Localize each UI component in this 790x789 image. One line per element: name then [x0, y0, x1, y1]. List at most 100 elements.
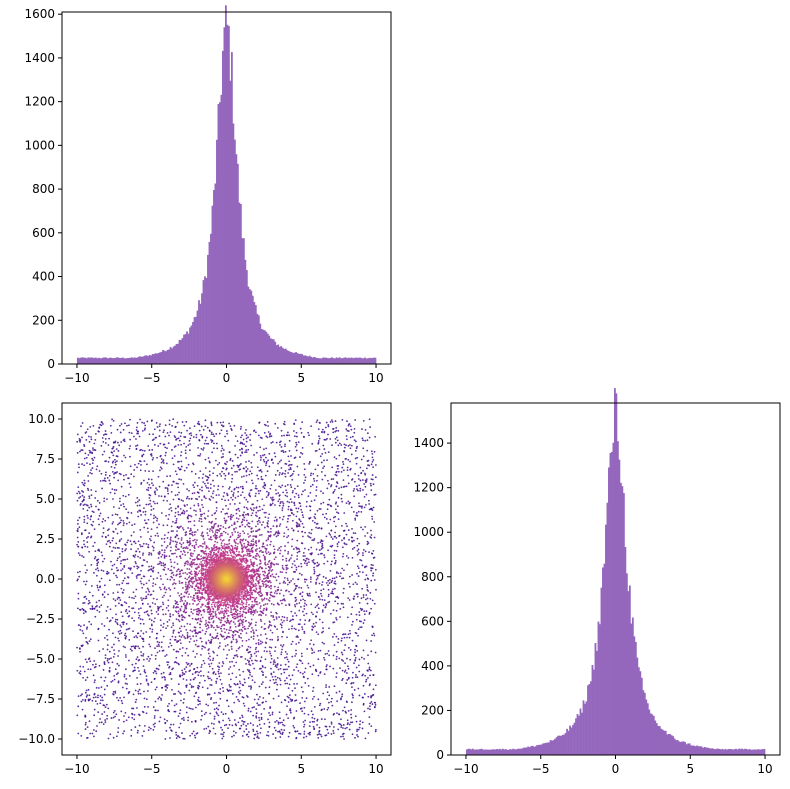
- scatter-point: [167, 531, 170, 534]
- scatter-point: [106, 540, 109, 543]
- scatter-point: [253, 667, 256, 670]
- top-histogram-bar: [187, 333, 190, 364]
- top-histogram-y-tick-label: 1200: [24, 95, 55, 109]
- scatter-point: [351, 639, 354, 642]
- scatter-point: [207, 671, 210, 674]
- scatter-point: [189, 629, 192, 632]
- scatter-point: [366, 669, 369, 672]
- scatter-point: [82, 491, 85, 493]
- top-histogram-bar: [223, 27, 226, 365]
- top-histogram-bar: [145, 355, 148, 364]
- top-histogram-bar: [320, 358, 323, 364]
- scatter-point: [370, 450, 373, 453]
- scatter-point: [351, 693, 354, 696]
- scatter-point: [220, 627, 222, 630]
- scatter-point: [245, 513, 247, 516]
- scatter-point: [219, 697, 222, 700]
- scatter-point: [134, 601, 137, 604]
- scatter-point: [284, 663, 287, 666]
- scatter-point: [233, 682, 236, 685]
- scatter-point: [265, 549, 267, 551]
- scatter-point: [212, 626, 215, 629]
- scatter-point: [143, 559, 146, 562]
- top-histogram-bar: [311, 357, 314, 364]
- scatter-point: [282, 502, 285, 505]
- scatter-point: [248, 685, 250, 688]
- scatter-point: [310, 639, 313, 642]
- scatter-point: [251, 482, 254, 485]
- scatter-point: [269, 504, 272, 507]
- scatter-point: [98, 514, 101, 517]
- scatter-point: [228, 689, 231, 692]
- scatter-point: [215, 682, 218, 684]
- scatter-point: [88, 495, 91, 498]
- scatter-point: [138, 688, 141, 691]
- scatter-point: [193, 547, 196, 550]
- scatter-point: [233, 503, 236, 505]
- scatter-point: [294, 600, 297, 602]
- scatter-point: [277, 722, 280, 725]
- scatter-point: [241, 735, 244, 737]
- scatter-point: [112, 736, 115, 739]
- scatter-point: [207, 487, 210, 489]
- scatter-point: [333, 644, 336, 647]
- scatter-point: [264, 547, 267, 550]
- top-histogram-bar: [271, 339, 274, 364]
- scatter-point: [203, 496, 206, 499]
- scatter-point: [297, 565, 300, 568]
- scatter-point: [246, 468, 249, 470]
- scatter-point: [174, 515, 177, 518]
- scatter-point: [277, 575, 280, 578]
- scatter-point: [323, 431, 326, 434]
- scatter-point: [202, 506, 204, 509]
- scatter-point: [87, 668, 90, 671]
- scatter-point: [296, 548, 298, 550]
- top-histogram-bar: [195, 316, 197, 364]
- scatter-point: [116, 696, 118, 699]
- scatter-point: [291, 625, 294, 628]
- scatter-point: [310, 532, 312, 535]
- scatter-point: [77, 597, 80, 600]
- scatter-point: [223, 491, 226, 494]
- top-histogram-bar: [359, 357, 362, 364]
- scatter-point: [276, 662, 279, 665]
- scatter-point: [303, 468, 306, 471]
- scatter-point: [231, 473, 234, 476]
- scatter-point: [303, 562, 306, 565]
- scatter-point: [76, 607, 79, 610]
- scatter-point: [284, 604, 287, 607]
- scatter-point: [348, 444, 351, 446]
- top-histogram-bar: [183, 334, 185, 364]
- scatter-point: [131, 607, 134, 610]
- scatter-point: [127, 576, 130, 579]
- scatter-point: [197, 674, 200, 677]
- scatter-point: [356, 734, 358, 736]
- top-histogram-bar: [160, 351, 163, 364]
- scatter-point: [166, 684, 169, 687]
- scatter-point: [216, 654, 219, 657]
- scatter-point: [301, 514, 304, 516]
- scatter-point: [307, 662, 310, 665]
- scatter-point: [278, 504, 281, 507]
- scatter-point: [203, 679, 206, 682]
- scatter-point: [326, 479, 329, 482]
- scatter-point: [368, 723, 371, 725]
- scatter-point: [261, 641, 264, 644]
- scatter-point: [243, 730, 246, 733]
- scatter-point: [370, 695, 372, 698]
- scatter-point: [148, 552, 151, 554]
- scatter-point: [276, 532, 279, 535]
- scatter-point: [142, 654, 144, 657]
- scatter-point: [204, 517, 207, 520]
- scatter-point: [172, 613, 175, 616]
- scatter-point: [186, 429, 188, 432]
- scatter-point: [160, 458, 163, 460]
- scatter-point: [94, 556, 97, 558]
- scatter-point: [147, 546, 150, 549]
- scatter-point: [239, 449, 241, 451]
- scatter-point: [364, 473, 367, 476]
- scatter-point: [219, 534, 222, 537]
- scatter-point: [365, 680, 367, 683]
- scatter-point: [249, 657, 252, 660]
- scatter-point: [291, 698, 294, 701]
